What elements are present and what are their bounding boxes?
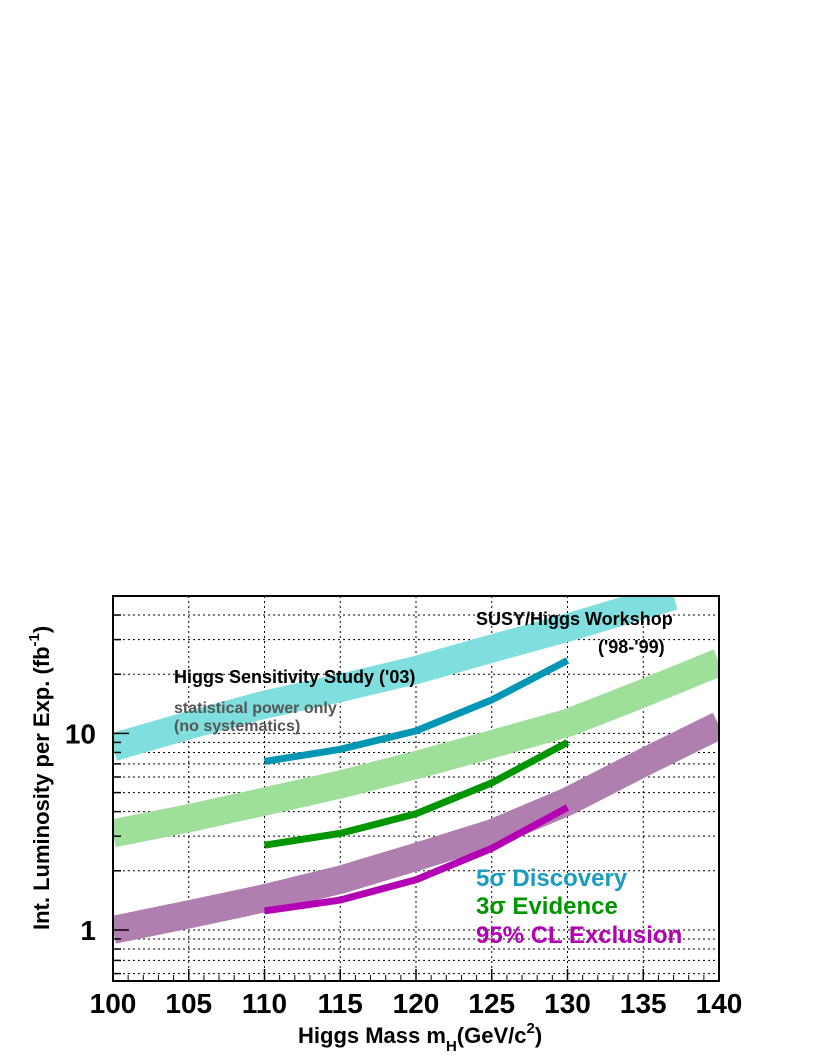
- study-series-line: [264, 804, 570, 915]
- x-axis-title-sup: 2: [526, 1020, 534, 1037]
- legend-evidence: 3σ Evidence: [476, 893, 618, 920]
- study-series-line: [263, 657, 570, 765]
- x-axis-title-close: ): [535, 1023, 542, 1048]
- x-tick-label: 130: [544, 988, 591, 1019]
- workshop-years-label: ('98-'99): [598, 637, 665, 657]
- x-tick-label: 100: [90, 988, 137, 1019]
- workshop-band: [113, 596, 678, 761]
- x-axis-title-sub: H: [446, 1038, 457, 1055]
- x-tick-label: 110: [242, 988, 287, 1019]
- study-label: Higgs Sensitivity Study ('03): [174, 667, 415, 687]
- note-label-1: statistical power only: [174, 700, 337, 717]
- x-tick-label: 125: [468, 988, 515, 1019]
- workshop-bands: [113, 596, 719, 944]
- study-series-line: [263, 739, 570, 849]
- y-axis-title: Int. Luminosity per Exp. (fb-1): [26, 626, 54, 930]
- study-series: [263, 657, 570, 915]
- y-axis-title-close: ): [29, 626, 54, 633]
- y-tick-label: 1: [80, 915, 96, 946]
- workshop-label: SUSY/Higgs Workshop: [476, 609, 673, 629]
- x-tick-label: 140: [696, 988, 743, 1019]
- y-axis-title-main: Int. Luminosity per Exp. (fb: [29, 646, 54, 930]
- x-axis-title: Higgs Mass mH(GeV/c2): [298, 1020, 542, 1055]
- legend-discovery: 5σ Discovery: [476, 865, 628, 892]
- y-tick-label: 10: [65, 718, 96, 749]
- legend-exclusion: 95% CL Exclusion: [476, 922, 682, 949]
- workshop-band: [113, 649, 719, 848]
- x-tick-label: 115: [318, 988, 363, 1019]
- plot-frame: [112, 595, 720, 982]
- note-label-2: (no systematics): [174, 718, 300, 735]
- x-tick-label: 120: [393, 988, 440, 1019]
- x-tick-label: 105: [165, 988, 212, 1019]
- y-axis-title-sup: -1: [26, 633, 43, 646]
- x-axis-title-main: Higgs Mass m: [298, 1023, 446, 1048]
- workshop-band: [113, 712, 719, 944]
- x-axis-title-unit: (GeV/c: [457, 1023, 527, 1048]
- x-tick-label: 135: [620, 988, 667, 1019]
